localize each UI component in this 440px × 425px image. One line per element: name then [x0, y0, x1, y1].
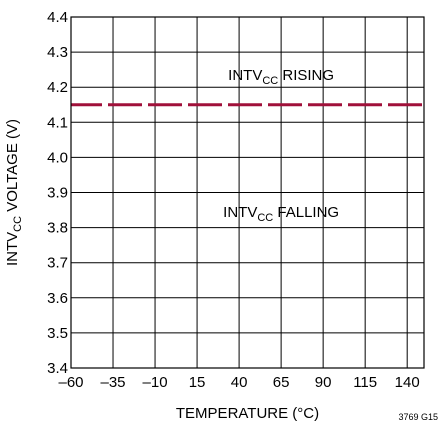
- y-tick-label: 3.5: [47, 325, 68, 342]
- x-tick-label: –60: [58, 374, 83, 391]
- x-tick-label: 140: [395, 374, 420, 391]
- y-axis-label-subscript: CC: [12, 216, 24, 232]
- annotation: INTVCC RISING: [228, 67, 334, 87]
- y-axis-label-prefix: INTV: [4, 232, 21, 266]
- x-tick-label: 15: [189, 374, 206, 391]
- annotation: INTVCC FALLING: [223, 204, 339, 224]
- x-tick-label: 65: [273, 374, 290, 391]
- x-tick-label: –35: [101, 374, 126, 391]
- plot-frame: [70, 16, 425, 369]
- y-tick-label: 4.0: [47, 149, 68, 166]
- annotation-prefix: INTV: [228, 67, 262, 84]
- y-tick-label: 4.1: [47, 114, 68, 131]
- x-axis-label: TEMPERATURE (°C): [176, 405, 319, 422]
- y-tick-label: 4.3: [47, 44, 68, 61]
- y-tick-label: 3.8: [47, 220, 68, 237]
- y-axis-label: INTVCC VOLTAGE (V): [4, 119, 24, 266]
- y-tick-label: 3.6: [47, 290, 68, 307]
- y-axis-label-suffix: VOLTAGE (V): [4, 119, 21, 216]
- x-tick-label: 115: [353, 374, 377, 391]
- y-tick-label: 4.4: [47, 9, 68, 26]
- x-tick-labels: –60 –35 –10 15 40 65 90 115 140: [58, 374, 419, 391]
- y-tick-label: 3.7: [47, 255, 68, 272]
- y-tick-label: 4.2: [47, 79, 68, 96]
- annotation-prefix: INTV: [223, 204, 257, 221]
- y-tick-labels: 3.4 3.5 3.6 3.7 3.8 3.9 4.0 4.1 4.2 4.3 4.4: [47, 9, 68, 377]
- figure-code: 3769 G15: [398, 412, 438, 422]
- y-tick-label: 3.4: [47, 360, 68, 377]
- x-tick-label: 40: [231, 374, 248, 391]
- annotation-subscript: CC: [257, 212, 273, 224]
- annotation-subscript: CC: [262, 75, 278, 87]
- y-tick-label: 3.9: [47, 185, 68, 202]
- x-tick-label: –10: [143, 374, 168, 391]
- grid: [70, 16, 424, 369]
- annotation-suffix: FALLING: [273, 204, 339, 221]
- annotation-suffix: RISING: [278, 67, 334, 84]
- x-tick-label: 90: [315, 374, 332, 391]
